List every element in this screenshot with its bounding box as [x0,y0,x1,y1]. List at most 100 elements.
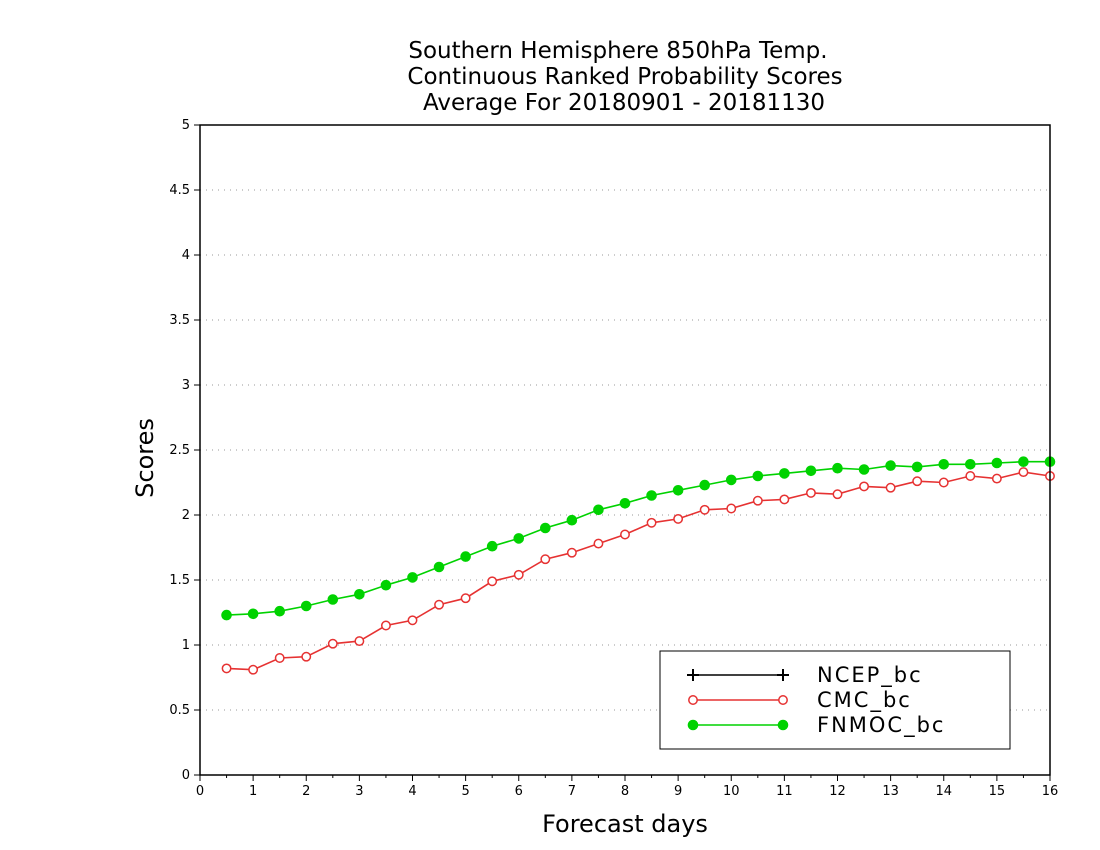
data-point-fnmoc-bc [911,461,923,473]
data-point-cmc-bc [407,615,418,626]
data-point-cmc-bc [274,653,285,663]
gridlines [200,189,1050,711]
legend-item-fnmoc-bc: FNMOC_bc [687,713,945,738]
y-tick-label: 1 [182,638,190,653]
legend-item-ncep-bc: NCEP_bc [687,663,923,688]
x-tick-label: 16 [1042,784,1059,799]
y-tick-label: 5 [182,118,190,133]
series-line-fnmoc-bc [226,460,1050,616]
data-point-cmc-bc [380,620,391,631]
data-point-fnmoc-bc [327,594,339,605]
legend-label: NCEP_bc [817,663,923,688]
data-point-fnmoc-bc [752,470,764,482]
data-point-cmc-bc [487,576,498,587]
data-point-fnmoc-bc [885,460,896,471]
title-line-1: Southern Hemisphere 850hPa Temp. [408,38,827,64]
data-point-fnmoc-bc [619,498,631,509]
data-point-fnmoc-bc [460,551,471,562]
data-point-cmc-bc [620,529,630,540]
data-point-fnmoc-bc [938,459,950,470]
data-point-fnmoc-bc [354,589,365,600]
y-axis-title: Scores [131,418,159,498]
x-tick-label: 2 [302,784,310,799]
legend-marker [778,695,788,705]
data-point-fnmoc-bc [300,600,312,612]
series-fnmoc-bc [221,456,1056,621]
x-axis-title: Forecast days [542,810,708,838]
data-point-fnmoc-bc [1018,456,1029,468]
y-axis: 0 0.5 1 1.5 2 2.5 3 3.5 4 4.5 5 [169,118,200,783]
data-point-cmc-bc [434,599,445,610]
data-point-cmc-bc [699,504,710,515]
data-point-fnmoc-bc [991,457,1003,469]
legend-marker [688,695,698,705]
x-tick-label: 15 [989,784,1006,799]
title-line-3: Average For 20180901 - 20181130 [423,90,825,116]
series-line-cmc-bc [226,471,1051,671]
data-point-cmc-bc [513,569,524,580]
legend-marker [687,719,699,731]
data-point-fnmoc-bc [805,465,817,477]
x-tick-label: 8 [621,784,629,799]
y-tick-label: 1.5 [169,573,190,588]
data-point-fnmoc-bc [858,464,870,475]
data-point-fnmoc-bc [725,474,737,486]
data-point-cmc-bc [938,477,949,488]
data-point-cmc-bc [540,554,551,565]
data-point-cmc-bc [885,482,896,493]
data-point-fnmoc-bc [672,485,684,496]
y-tick-label: 4.5 [169,183,190,198]
title-line-2: Continuous Ranked Probability Scores [407,64,842,90]
data-point-fnmoc-bc [965,459,976,470]
data-point-cmc-bc [646,517,657,528]
data-point-fnmoc-bc [540,522,551,534]
x-tick-label: 3 [355,784,363,799]
legend-marker [777,669,789,681]
data-point-cmc-bc [566,547,577,558]
y-tick-label: 3.5 [169,313,190,328]
legend-marker [777,719,789,731]
data-point-cmc-bc [221,663,232,674]
y-tick-label: 2.5 [169,443,190,458]
data-point-cmc-bc [460,593,471,604]
x-tick-label: 13 [882,784,899,799]
data-point-cmc-bc [327,638,338,649]
x-tick-label: 4 [408,784,416,799]
y-tick-label: 3 [182,378,190,393]
y-tick-label: 0 [182,768,190,783]
legend-label: FNMOC_bc [817,713,945,738]
x-tick-label: 12 [829,784,846,799]
data-point-cmc-bc [301,651,312,662]
y-tick-label: 2 [182,508,190,523]
legend-item-cmc-bc: CMC_bc [688,688,910,713]
data-point-cmc-bc [752,495,763,506]
data-point-cmc-bc [912,476,923,487]
data-point-cmc-bc [832,489,843,500]
legend-marker [687,669,699,681]
y-tick-label: 0.5 [169,703,190,718]
data-point-cmc-bc [991,473,1002,484]
data-point-cmc-bc [859,481,870,492]
data-point-cmc-bc [354,636,365,647]
x-tick-label: 7 [568,784,576,799]
x-tick-label: 11 [776,784,793,799]
x-tick-label: 9 [674,784,682,799]
series-cmc-bc [221,467,1055,675]
data-point-cmc-bc [805,487,816,498]
data-point-fnmoc-bc [407,572,418,583]
x-tick-label: 5 [461,784,469,799]
data-point-fnmoc-bc [566,514,578,526]
data-point-fnmoc-bc [699,479,710,491]
series-layer [221,456,1056,675]
data-point-fnmoc-bc [380,579,392,591]
data-point-fnmoc-bc [247,608,259,620]
chart-title: Southern Hemisphere 850hPa Temp. Continu… [407,38,842,116]
data-point-cmc-bc [593,538,604,549]
data-point-cmc-bc [779,494,790,505]
data-point-fnmoc-bc [646,490,657,501]
data-point-fnmoc-bc [274,605,285,617]
data-point-cmc-bc [965,471,976,481]
x-tick-label: 1 [249,784,257,799]
